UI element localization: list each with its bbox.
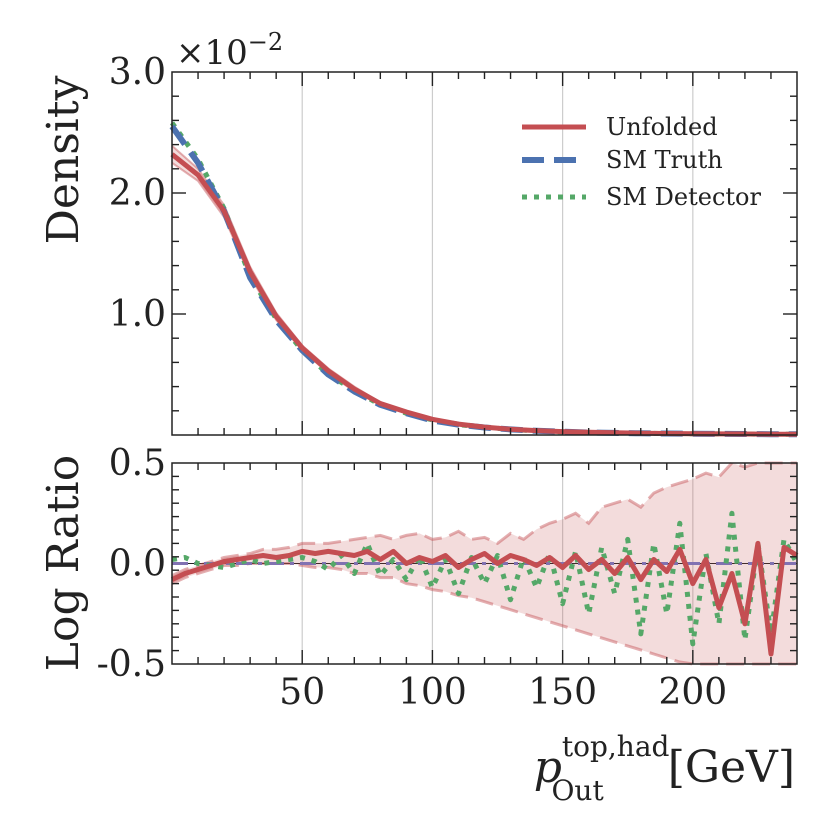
main-ylabel: Density — [38, 75, 89, 244]
ratio-line-unfolded — [170, 540, 799, 657]
main-ytick-label-3-0: 3.0 — [109, 52, 166, 93]
x-axis-label-main: p — [534, 742, 562, 793]
legend-label-sm-truth: SM Truth — [606, 146, 723, 174]
main-ytick-label-1-0: 1.0 — [109, 294, 166, 335]
ratio-frame — [171, 462, 798, 665]
legend-label-unfolded: Unfolded — [606, 113, 718, 141]
legend: Unfolded SM Truth SM Detector — [522, 113, 761, 211]
ratio-ytick-label-0-0: 0.0 — [109, 544, 166, 585]
x-axis-label-sub: Out — [551, 774, 604, 807]
main-ticks: 1.0 2.0 3.0 — [109, 52, 797, 435]
main-ytick-label-2-0: 2.0 — [109, 173, 166, 214]
ratio-xtick-label-50: 50 — [279, 672, 325, 713]
ratio-band-edge-upper-unfolded — [171, 461, 797, 577]
ratio-ticks: -0.5 0.0 0.5 50 100 150 200 — [97, 443, 797, 713]
ratio-xtick-label-200: 200 — [658, 672, 727, 713]
x-axis-label: ptop,had Out [GeV] — [534, 730, 795, 807]
ratio-xtick-label-100: 100 — [398, 672, 467, 713]
ratio-ytick-label--0-5: -0.5 — [97, 644, 166, 685]
ratio-lines — [170, 510, 800, 657]
main-panel: 1.0 2.0 3.0 Density ×10−2 Unfolded SM Trut… — [38, 28, 798, 438]
ratio-xtick-label-150: 150 — [528, 672, 597, 713]
y-multiplier-exponent: −2 — [248, 28, 283, 56]
main-grid — [301, 72, 694, 435]
y-multiplier-base: ×10 — [176, 33, 248, 73]
main-frame — [171, 71, 798, 436]
x-axis-label-unit: [GeV] — [668, 742, 795, 793]
ratio-ytick-label-0-5: 0.5 — [109, 443, 166, 484]
x-axis-label-sup: top,had — [562, 730, 670, 763]
legend-label-sm-detector: SM Detector — [606, 183, 761, 211]
ratio-line-sm-detector — [171, 510, 800, 647]
y-multiplier: ×10−2 — [176, 28, 283, 73]
ratio-ylabel: Log Ratio — [38, 455, 89, 671]
ratio-panel: -0.5 0.0 0.5 50 100 150 200 Log Ratio ptop,had… — [38, 443, 800, 807]
